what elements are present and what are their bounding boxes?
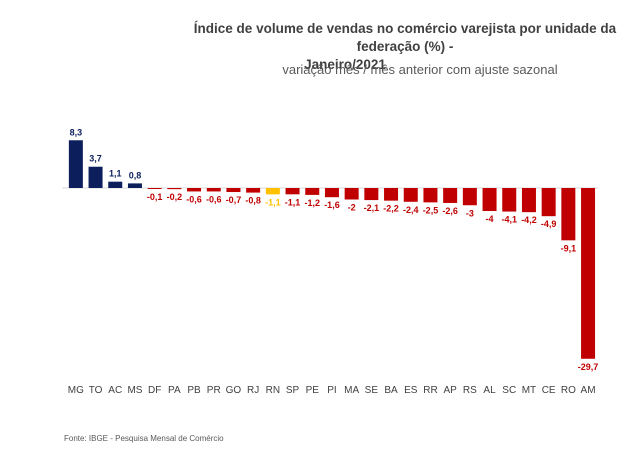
bar-ap [443,188,458,203]
data-label-pb: -0,6 [186,194,202,204]
bar-rs [462,188,477,206]
data-label-sp: -1,1 [285,197,301,207]
category-label-rj: RJ [247,385,259,396]
category-label-pi: PI [327,385,336,396]
category-label-to: TO [89,385,103,396]
bar-rj [246,188,261,193]
bar-pa [167,188,182,190]
data-label-go: -0,7 [226,195,242,205]
bar-sp [285,188,300,195]
chart-title-line1: Índice de volume de vendas no comércio v… [193,21,617,54]
bar-mg [68,140,83,188]
data-label-ba: -2,2 [383,204,399,214]
chart-subtitle: variação mês / mês anterior com ajuste s… [282,62,558,77]
bar-sc [502,188,517,212]
category-label-al: AL [483,385,496,396]
bar-ms [127,183,142,188]
category-label-ro: RO [561,385,576,396]
category-label-mt: MT [522,385,536,396]
category-label-pb: PB [187,385,201,396]
bar-rn [265,188,280,195]
category-label-ba: BA [384,385,398,396]
category-label-rn: RN [266,385,280,396]
category-label-es: ES [404,385,418,396]
data-label-es: -2,4 [403,205,419,215]
category-label-rs: RS [463,385,477,396]
category-label-se: SE [365,385,379,396]
category-label-sc: SC [502,385,516,396]
data-label-pa: -0,2 [167,192,183,202]
bar-pe [305,188,320,195]
category-label-go: GO [226,385,242,396]
bar-mt [521,188,536,213]
data-label-mg: 8,3 [70,127,83,137]
bar-go [226,188,241,193]
bar-df [147,188,162,189]
data-label-am: -29,7 [578,362,599,372]
bar-rr [423,188,438,203]
bar-ma [344,188,359,200]
bar-pi [324,188,339,198]
category-label-am: AM [581,385,596,396]
data-label-ms: 0,8 [129,170,142,180]
data-label-rs: -3 [466,208,474,218]
data-label-pr: -0,6 [206,194,222,204]
category-label-rr: RR [423,385,437,396]
category-label-pa: PA [168,385,181,396]
bar-pb [187,188,202,192]
bar-es [403,188,418,202]
category-label-ms: MS [127,385,142,396]
category-label-ce: CE [542,385,556,396]
category-label-pr: PR [207,385,221,396]
data-label-al: -4 [486,214,494,224]
data-label-se: -2,1 [364,203,380,213]
data-label-ce: -4,9 [541,219,557,229]
category-label-pe: PE [306,385,320,396]
bar-ac [108,181,123,188]
data-label-pe: -1,2 [304,198,320,208]
data-label-pi: -1,6 [324,200,340,210]
category-label-df: DF [148,385,161,396]
data-label-ro: -9,1 [561,243,577,253]
bar-to [88,166,103,188]
data-label-rn: -1,1 [265,197,281,207]
source-note: Fonte: IBGE - Pesquisa Mensal de Comérci… [64,434,224,443]
data-label-rr: -2,5 [423,205,439,215]
data-label-ac: 1,1 [109,169,122,179]
data-label-ap: -2,6 [442,206,458,216]
category-label-ac: AC [108,385,122,396]
data-label-rj: -0,8 [245,196,261,206]
bar-al [482,188,497,211]
chart-title: Índice de volume de vendas no comércio v… [60,20,630,74]
chart-title-line2: Janeiro/2021 [304,57,386,72]
bar-se [364,188,379,201]
data-label-ma: -2 [348,203,356,213]
bar-ce [541,188,556,217]
data-label-df: -0,1 [147,192,163,202]
data-label-mt: -4,2 [521,215,537,225]
bar-pr [206,188,221,192]
category-label-mg: MG [68,385,84,396]
bar-am [581,188,596,359]
bar-ba [384,188,399,201]
bar-ro [561,188,576,241]
category-label-ma: MA [344,385,359,396]
category-label-sp: SP [286,385,300,396]
category-label-ap: AP [443,385,457,396]
data-label-to: 3,7 [89,154,102,164]
data-label-sc: -4,1 [501,215,517,225]
